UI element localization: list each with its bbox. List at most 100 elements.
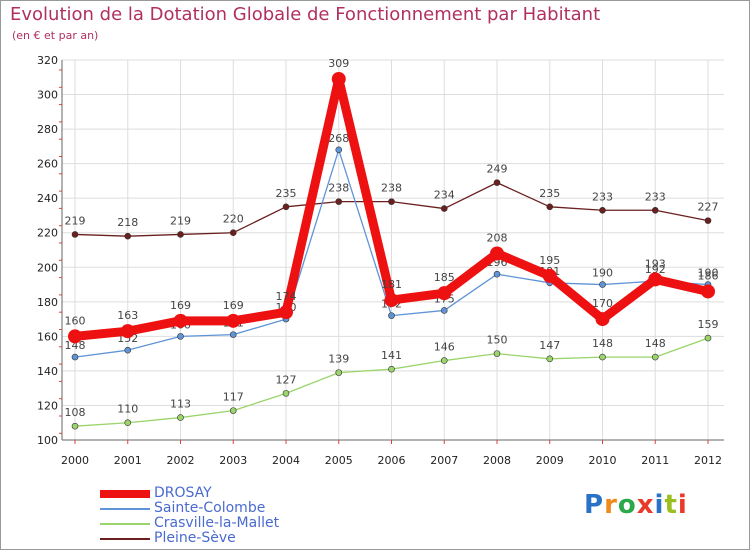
point-crasville-la-mallet xyxy=(546,355,554,363)
legend-swatch-sainte-colombe xyxy=(100,507,150,510)
data-label-crasville-la-mallet: 127 xyxy=(276,373,297,386)
data-label-crasville-la-mallet: 147 xyxy=(539,339,560,352)
point-pleine-s-ve xyxy=(704,217,712,224)
point-crasville-la-mallet xyxy=(704,334,712,342)
x-tick-label: 2007 xyxy=(430,454,458,467)
point-crasville-la-mallet xyxy=(229,407,237,414)
logo-letter: P xyxy=(584,490,605,520)
data-label-sainte-colombe: 192 xyxy=(645,263,666,276)
point-drosay xyxy=(648,272,663,287)
data-label-pleine-s-ve: 219 xyxy=(170,214,191,227)
data-label-sainte-colombe: 268 xyxy=(328,132,349,145)
legend-label-drosay: DROSAY xyxy=(154,485,212,501)
data-label-crasville-la-mallet: 146 xyxy=(434,341,455,354)
legend-label-sainte-colombe: Sainte-Colombe xyxy=(154,500,266,516)
point-drosay xyxy=(384,293,399,308)
chart-title: Evolution de la Dotation Globale de Fonc… xyxy=(10,4,601,25)
point-crasville-la-mallet xyxy=(335,369,343,376)
point-pleine-s-ve xyxy=(71,231,79,238)
logo-letter: r xyxy=(604,490,618,520)
point-drosay xyxy=(226,313,241,328)
x-tick-label: 2012 xyxy=(694,454,722,467)
data-label-pleine-s-ve: 219 xyxy=(65,214,86,227)
data-label-pleine-s-ve: 233 xyxy=(645,190,666,203)
point-pleine-s-ve xyxy=(599,206,606,214)
point-crasville-la-mallet xyxy=(282,390,290,397)
x-tick-label: 2010 xyxy=(589,454,617,467)
point-drosay xyxy=(542,268,557,283)
data-label-pleine-s-ve: 218 xyxy=(117,216,138,229)
legend-item-drosay: DROSAY xyxy=(100,486,279,501)
data-label-crasville-la-mallet: 110 xyxy=(117,403,138,416)
data-label-crasville-la-mallet: 141 xyxy=(381,349,402,362)
point-sainte-colombe xyxy=(71,353,79,361)
x-tick-label: 2003 xyxy=(219,454,247,467)
legend-label-pleine-seve: Pleine-Sève xyxy=(154,530,236,546)
data-label-sainte-colombe: 148 xyxy=(65,339,86,352)
logo-letter: i xyxy=(654,490,665,520)
point-drosay xyxy=(701,284,715,299)
data-label-pleine-s-ve: 233 xyxy=(592,190,613,203)
data-label-crasville-la-mallet: 148 xyxy=(592,337,613,350)
plot-area xyxy=(62,60,724,440)
point-sainte-colombe xyxy=(440,307,448,314)
point-pleine-s-ve xyxy=(282,203,290,211)
point-drosay xyxy=(120,324,135,339)
data-label-sainte-colombe: 190 xyxy=(592,267,613,280)
y-tick-label: 100 xyxy=(37,434,58,447)
point-pleine-s-ve xyxy=(335,198,343,205)
logo-letter: x xyxy=(636,490,655,520)
point-crasville-la-mallet xyxy=(651,353,659,361)
data-label-pleine-s-ve: 235 xyxy=(539,187,560,200)
y-tick-label: 180 xyxy=(37,296,58,309)
data-label-drosay: 163 xyxy=(117,309,138,322)
data-label-pleine-s-ve: 249 xyxy=(487,163,508,176)
data-label-pleine-s-ve: 238 xyxy=(381,182,402,195)
data-label-crasville-la-mallet: 159 xyxy=(698,318,719,331)
data-label-drosay: 193 xyxy=(645,257,666,270)
data-label-crasville-la-mallet: 108 xyxy=(65,406,86,419)
point-drosay xyxy=(279,305,293,320)
legend: DROSAY Sainte-Colombe Crasville-la-Malle… xyxy=(100,486,279,546)
data-label-drosay: 181 xyxy=(381,278,402,291)
point-sainte-colombe xyxy=(335,146,343,154)
legend-label-crasville: Crasville-la-Mallet xyxy=(154,515,280,531)
point-crasville-la-mallet xyxy=(124,419,132,427)
point-crasville-la-mallet xyxy=(493,350,501,357)
y-tick-label: 320 xyxy=(37,54,58,67)
legend-swatch-crasville xyxy=(100,522,150,525)
point-pleine-s-ve xyxy=(546,203,554,211)
point-drosay xyxy=(437,286,452,301)
x-tick-label: 2001 xyxy=(114,454,142,467)
point-crasville-la-mallet xyxy=(177,414,184,421)
point-pleine-s-ve xyxy=(440,205,448,212)
point-pleine-s-ve xyxy=(388,198,395,205)
data-label-pleine-s-ve: 235 xyxy=(276,187,297,200)
y-tick-label: 160 xyxy=(37,330,58,343)
x-tick-label: 2006 xyxy=(378,454,406,467)
data-label-drosay: 195 xyxy=(539,254,560,267)
point-sainte-colombe xyxy=(388,312,395,319)
point-pleine-s-ve xyxy=(651,206,659,214)
point-pleine-s-ve xyxy=(124,232,132,240)
y-tick-label: 280 xyxy=(37,123,58,136)
legend-item-pleine-seve: Pleine-Sève xyxy=(100,531,279,546)
point-pleine-s-ve xyxy=(229,229,237,237)
point-pleine-s-ve xyxy=(177,231,184,238)
logo-letter: i xyxy=(677,490,688,520)
point-drosay xyxy=(595,312,610,327)
point-sainte-colombe xyxy=(124,346,132,354)
y-tick-label: 260 xyxy=(37,158,58,171)
y-tick-label: 220 xyxy=(37,227,58,240)
x-tick-label: 2002 xyxy=(167,454,195,467)
legend-item-crasville: Crasville-la-Mallet xyxy=(100,516,279,531)
proxiti-logo: Proxiti xyxy=(584,490,688,520)
data-label-crasville-la-mallet: 148 xyxy=(645,337,666,350)
data-label-drosay: 309 xyxy=(328,57,349,70)
point-sainte-colombe xyxy=(599,281,606,288)
logo-letter: o xyxy=(617,490,637,520)
legend-item-sainte-colombe: Sainte-Colombe xyxy=(100,501,279,516)
y-tick-label: 120 xyxy=(37,399,58,412)
y-tick-label: 240 xyxy=(37,192,58,205)
